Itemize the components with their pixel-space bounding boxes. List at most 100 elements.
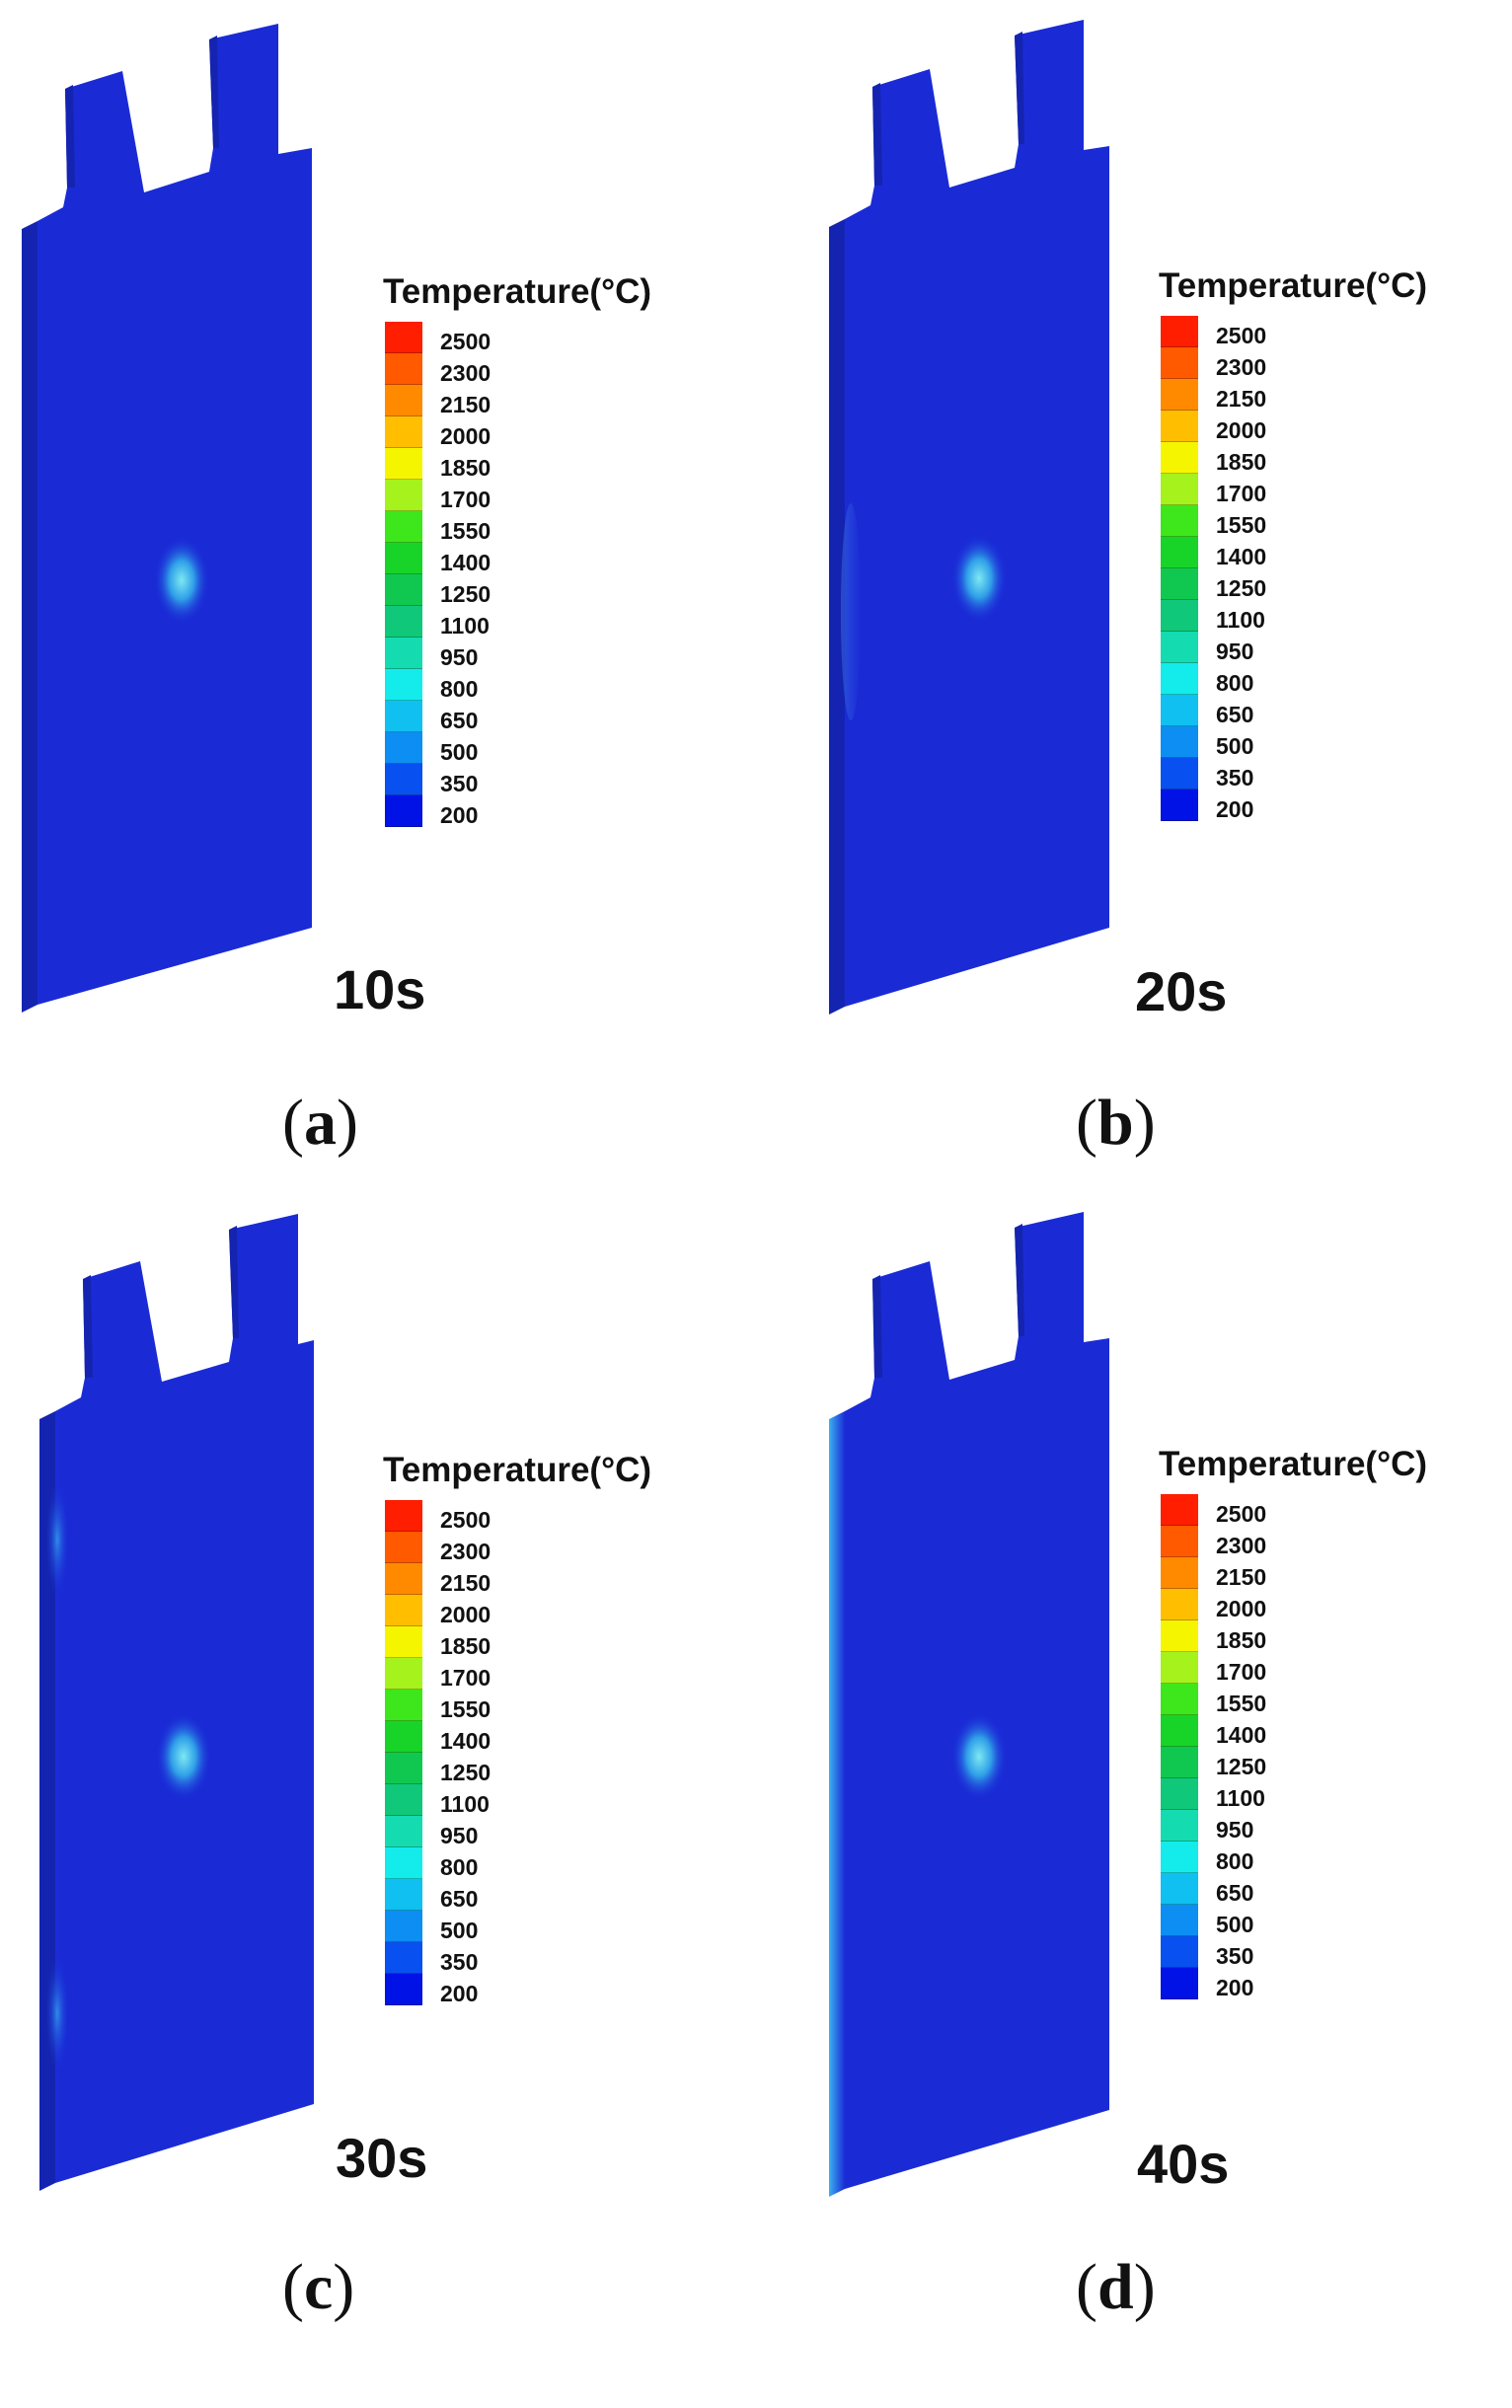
- legend-label: 1100: [1216, 1785, 1265, 1811]
- legend-label: 1100: [440, 1791, 490, 1817]
- panel-caption: (d): [1076, 2251, 1156, 2323]
- legend-label: 350: [1216, 1943, 1254, 1969]
- legend-label: 1400: [440, 550, 491, 575]
- legend-swatch: [385, 1721, 422, 1753]
- legend-swatch: [1161, 316, 1198, 347]
- legend-label: 350: [1216, 765, 1254, 790]
- legend-swatch: [385, 1974, 422, 2005]
- legend-label: 1250: [1216, 1754, 1267, 1779]
- legend-labels: 2500 2300 2150 2000 1850 1700 1550 1400 1250 1100…: [440, 326, 491, 831]
- legend-label: 1250: [440, 1760, 491, 1785]
- panel-b: Temperature(°C) 2500 2300 2150 2000 1850 1700…: [756, 0, 1512, 1204]
- legend-label: 2000: [440, 423, 491, 449]
- legend-label: 1850: [1216, 449, 1267, 475]
- legend-label: 1850: [440, 455, 491, 481]
- legend-swatch: [385, 1563, 422, 1595]
- legend-title: Temperature(°C): [383, 1451, 652, 1489]
- cell-side-face: [22, 221, 38, 1013]
- legend-label: 1850: [440, 1633, 491, 1659]
- battery-cell-d: [829, 1212, 1109, 2197]
- legend-label: 200: [1216, 1975, 1254, 2000]
- legend-swatch: [1161, 663, 1198, 695]
- legend-swatch: [385, 1595, 422, 1626]
- legend-swatch: [385, 574, 422, 606]
- legend-swatch: [385, 543, 422, 574]
- legend-swatch: [1161, 1747, 1198, 1778]
- legend-swatch: [385, 1847, 422, 1879]
- legend-swatch: [1161, 1715, 1198, 1747]
- legend-swatch: [1161, 379, 1198, 411]
- hotspot: [951, 535, 1007, 622]
- legend-label: 950: [440, 1823, 479, 1848]
- battery-cell-c: [39, 1214, 314, 2191]
- legend-swatch: [385, 701, 422, 732]
- legend-label: 950: [1216, 1817, 1254, 1843]
- legend-swatch: [385, 480, 422, 511]
- legend-swatch: [385, 638, 422, 669]
- legend-swatch: [385, 1879, 422, 1911]
- legend-label: 1550: [440, 518, 491, 544]
- legend-label: 1400: [1216, 544, 1267, 569]
- time-label: 20s: [1135, 960, 1228, 1022]
- legend-swatch: [1161, 1936, 1198, 1968]
- legend-title: Temperature(°C): [383, 272, 652, 311]
- legend-label: 1400: [440, 1728, 491, 1754]
- legend-swatch: [385, 669, 422, 701]
- legend-label: 1550: [1216, 1691, 1267, 1716]
- legend-label: 2150: [1216, 386, 1267, 412]
- tab-right: [209, 24, 278, 154]
- legend-colorbar: [385, 322, 422, 827]
- legend-swatch: [385, 1532, 422, 1563]
- legend-swatch: [385, 1911, 422, 1942]
- legend-label: 1250: [440, 581, 491, 607]
- legend-label: 1700: [1216, 481, 1267, 506]
- battery-cell-b: [829, 20, 1109, 1015]
- legend-swatch: [385, 511, 422, 543]
- legend-label: 650: [1216, 1880, 1254, 1906]
- legend-label: 650: [440, 708, 479, 733]
- legend-label: 1100: [1216, 607, 1265, 633]
- legend-label: 2150: [440, 1570, 491, 1596]
- legend-swatch: [385, 416, 422, 448]
- legend-swatch: [1161, 600, 1198, 632]
- legend-swatch: [1161, 1526, 1198, 1557]
- legend-label: 2500: [1216, 323, 1267, 348]
- legend-swatch: [1161, 1873, 1198, 1905]
- legend-swatch: [1161, 411, 1198, 442]
- legend-swatch: [1161, 442, 1198, 474]
- legend-title: Temperature(°C): [1159, 266, 1428, 305]
- legend-label: 1700: [440, 487, 491, 512]
- legend-swatch: [385, 385, 422, 416]
- legend-swatch: [1161, 1684, 1198, 1715]
- time-label: 40s: [1137, 2133, 1230, 2195]
- legend-label: 1400: [1216, 1722, 1267, 1748]
- legend-colorbar: [1161, 316, 1198, 821]
- legend-label: 650: [1216, 702, 1254, 727]
- legend-label: 1550: [440, 1696, 491, 1722]
- legend-swatch: [1161, 726, 1198, 758]
- time-label: 30s: [336, 2127, 428, 2189]
- legend-label: 800: [1216, 1848, 1254, 1874]
- legend-label: 1850: [1216, 1627, 1267, 1653]
- hotspot: [951, 1713, 1007, 1800]
- legend-labels: 2500 2300 2150 2000 1850 1700 1550 1400 1250 1100…: [1216, 320, 1266, 825]
- legend-label: 950: [440, 644, 479, 670]
- legend-swatch: [385, 1816, 422, 1847]
- legend-label: 2300: [1216, 1533, 1267, 1558]
- legend-swatch: [1161, 1810, 1198, 1842]
- legend-label: 800: [440, 676, 479, 702]
- legend-label: 650: [440, 1886, 479, 1912]
- legend-label: 2500: [440, 1507, 491, 1533]
- legend-label: 800: [440, 1854, 479, 1880]
- legend-label: 2000: [1216, 1596, 1267, 1621]
- legend-label: 800: [1216, 670, 1254, 696]
- legend-swatch: [1161, 695, 1198, 726]
- legend-label: 200: [1216, 796, 1254, 822]
- legend-title: Temperature(°C): [1159, 1445, 1428, 1483]
- hotspot: [156, 1713, 211, 1800]
- legend-swatch: [385, 1626, 422, 1658]
- legend-label: 2000: [440, 1602, 491, 1627]
- legend-label: 2300: [1216, 354, 1267, 380]
- legend-swatch: [1161, 505, 1198, 537]
- time-label: 10s: [334, 958, 426, 1020]
